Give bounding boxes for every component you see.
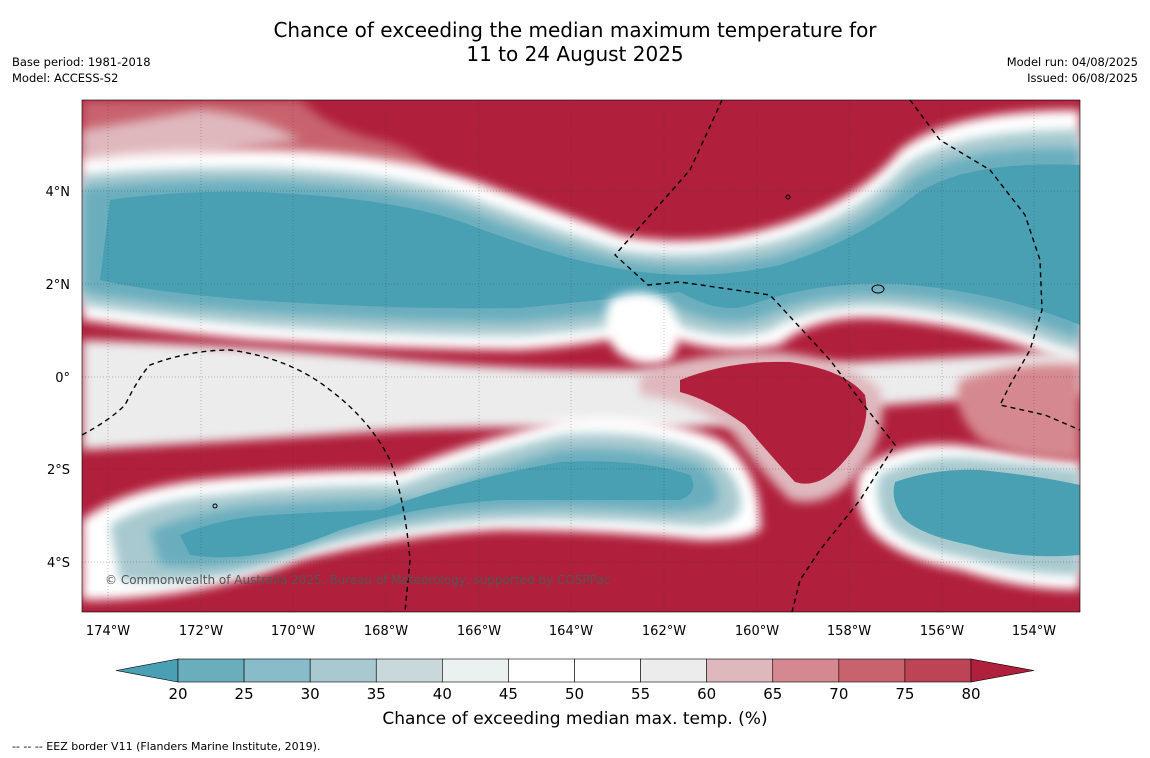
colorbar-tick: 50 bbox=[565, 685, 584, 703]
colorbar-tick: 35 bbox=[367, 685, 386, 703]
colorbar-tick: 80 bbox=[961, 685, 980, 703]
colorbar-extend-high bbox=[970, 658, 1035, 683]
colorbar-extend-low bbox=[115, 658, 179, 683]
colorbar-segment bbox=[177, 658, 245, 683]
map-title: Chance of exceeding the median maximum t… bbox=[0, 18, 1150, 66]
colorbar-segment bbox=[904, 658, 972, 683]
colorbar-tick: 20 bbox=[168, 685, 187, 703]
colorbar-segment bbox=[442, 658, 509, 683]
map-frame bbox=[81, 99, 1081, 613]
colorbar-segment bbox=[375, 658, 443, 683]
colorbar: 20 25 30 35 40 45 50 55 60 65 70 75 80 bbox=[115, 658, 1035, 703]
issued-date: Issued: 06/08/2025 bbox=[1027, 71, 1138, 85]
islands bbox=[212, 194, 885, 509]
lat-tick: 2°S bbox=[47, 463, 70, 478]
colorbar-tick: 30 bbox=[301, 685, 320, 703]
colorbar-segment bbox=[706, 658, 774, 683]
contour-field: © Commonwealth of Australia 2025, Bureau… bbox=[82, 100, 1080, 612]
colorbar-tick: 70 bbox=[829, 685, 848, 703]
colorbar-label: Chance of exceeding median max. temp. (%… bbox=[382, 709, 768, 729]
colorbar-segment bbox=[838, 658, 906, 683]
colorbar-segment bbox=[243, 658, 311, 683]
copyright-notice: © Commonwealth of Australia 2025, Bureau… bbox=[105, 573, 610, 587]
lon-tick: 164°W bbox=[549, 624, 593, 639]
lat-tick: 4°N bbox=[46, 185, 71, 200]
colorbar-segment bbox=[309, 658, 377, 683]
colorbar-tick: 45 bbox=[499, 685, 518, 703]
lon-tick: 162°W bbox=[642, 624, 686, 639]
lon-tick: 174°W bbox=[86, 624, 130, 639]
lon-tick: 166°W bbox=[457, 624, 501, 639]
colorbar-segment bbox=[574, 658, 641, 683]
meta-left: Base period: 1981-2018 Model: ACCESS-S2 bbox=[12, 54, 151, 86]
colorbar-tick: 40 bbox=[433, 685, 452, 703]
lat-tick: 0° bbox=[55, 371, 70, 386]
colorbar-tick: 25 bbox=[235, 685, 254, 703]
colorbar-tick: 75 bbox=[895, 685, 914, 703]
field-band bbox=[606, 292, 679, 365]
lon-tick: 156°W bbox=[920, 624, 964, 639]
colorbar-segment bbox=[772, 658, 840, 683]
model-name: Model: ACCESS-S2 bbox=[12, 71, 119, 85]
field-band bbox=[180, 461, 694, 558]
title-line-1: Chance of exceeding the median maximum t… bbox=[273, 18, 877, 42]
colorbar-tick: 65 bbox=[763, 685, 782, 703]
lon-tick: 154°W bbox=[1012, 624, 1056, 639]
colorbar-tick: 55 bbox=[631, 685, 650, 703]
lat-tick: 2°N bbox=[46, 278, 71, 293]
title-line-2: 11 to 24 August 2025 bbox=[466, 42, 684, 66]
colorbar-segment bbox=[508, 658, 575, 683]
lon-tick: 170°W bbox=[271, 624, 315, 639]
eez-borders bbox=[82, 100, 1080, 612]
lon-axis: 174°W 172°W 170°W 168°W 166°W 164°W 162°… bbox=[86, 624, 1056, 639]
model-run: Model run: 04/08/2025 bbox=[1006, 55, 1138, 69]
field-band bbox=[100, 164, 1080, 325]
meta-right: Model run: 04/08/2025 Issued: 06/08/2025 bbox=[1007, 54, 1138, 86]
graticule bbox=[82, 100, 1080, 612]
footer-note: -- -- -- EEZ border V11 (Flanders Marine… bbox=[12, 740, 321, 753]
base-period: Base period: 1981-2018 bbox=[12, 55, 151, 69]
field-band bbox=[680, 361, 867, 484]
lon-tick: 168°W bbox=[364, 624, 408, 639]
lon-tick: 160°W bbox=[735, 624, 779, 639]
lat-axis: 4°N 2°N 0° 2°S 4°S bbox=[46, 185, 71, 571]
field-band bbox=[893, 469, 1080, 557]
field-band bbox=[957, 364, 1080, 460]
lon-tick: 172°W bbox=[179, 624, 223, 639]
colorbar-tick: 60 bbox=[697, 685, 716, 703]
lat-tick: 4°S bbox=[47, 556, 70, 571]
colorbar-segment bbox=[640, 658, 707, 683]
lon-tick: 158°W bbox=[827, 624, 871, 639]
